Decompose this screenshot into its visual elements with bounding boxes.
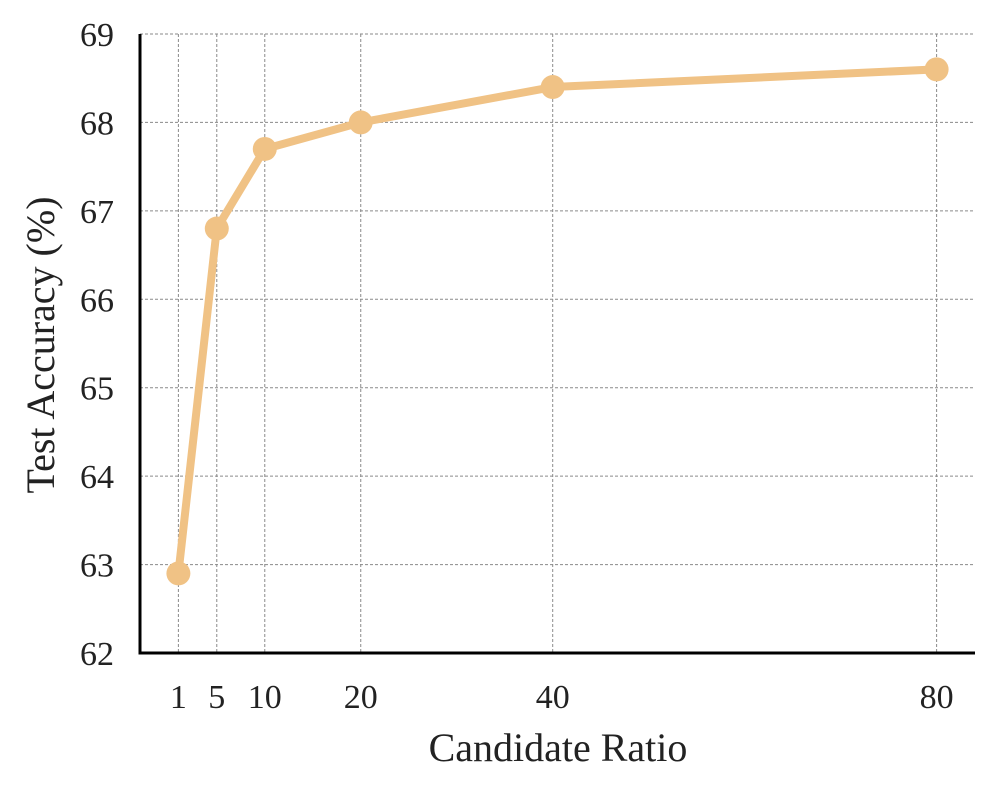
y-tick-label: 65	[80, 371, 114, 408]
data-point	[166, 561, 191, 586]
data-point	[924, 57, 949, 82]
series	[166, 57, 949, 586]
x-axis-title: Candidate Ratio	[429, 725, 688, 770]
y-tick-label: 62	[80, 636, 114, 673]
data-point	[252, 136, 277, 161]
x-tick-label: 1	[170, 679, 187, 716]
y-tick-label: 63	[80, 548, 114, 585]
y-tick-label: 69	[80, 17, 114, 54]
x-tick-label: 20	[344, 679, 378, 716]
y-tick-label: 64	[80, 459, 114, 496]
x-tick-label: 80	[920, 679, 954, 716]
y-axis-title: Test Accuracy (%)	[18, 196, 63, 493]
x-tick-label: 10	[248, 679, 282, 716]
data-point	[204, 216, 229, 241]
y-tick-label: 67	[80, 194, 114, 231]
data-point	[540, 75, 565, 100]
y-tick-label: 66	[80, 282, 114, 319]
series-line	[174, 65, 941, 578]
data-point	[348, 110, 373, 135]
y-tick-label: 68	[80, 105, 114, 142]
tick-labels: 62 63 64 65 66 67 68 69 1 5 10 20 40 80	[80, 17, 954, 716]
x-tick-label: 40	[536, 679, 570, 716]
axes	[138, 34, 975, 655]
x-tick-label: 5	[208, 679, 225, 716]
grid-lines	[140, 33, 975, 653]
